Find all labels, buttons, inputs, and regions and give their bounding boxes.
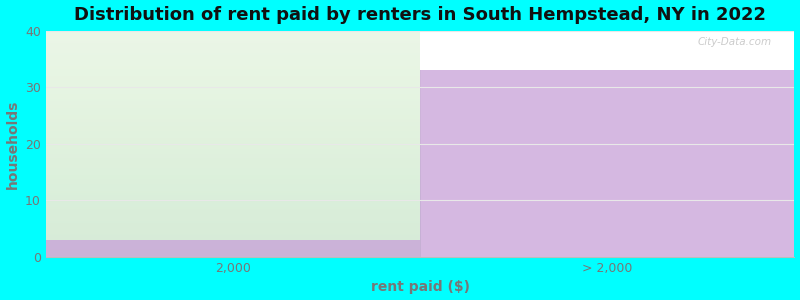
Bar [420,70,794,257]
X-axis label: rent paid ($): rent paid ($) [370,280,470,294]
Text: City-Data.com: City-Data.com [698,38,772,47]
Y-axis label: households: households [6,99,19,188]
Bar [46,31,420,257]
Bar [420,31,794,70]
Bar [46,240,420,257]
Title: Distribution of rent paid by renters in South Hempstead, NY in 2022: Distribution of rent paid by renters in … [74,6,766,24]
